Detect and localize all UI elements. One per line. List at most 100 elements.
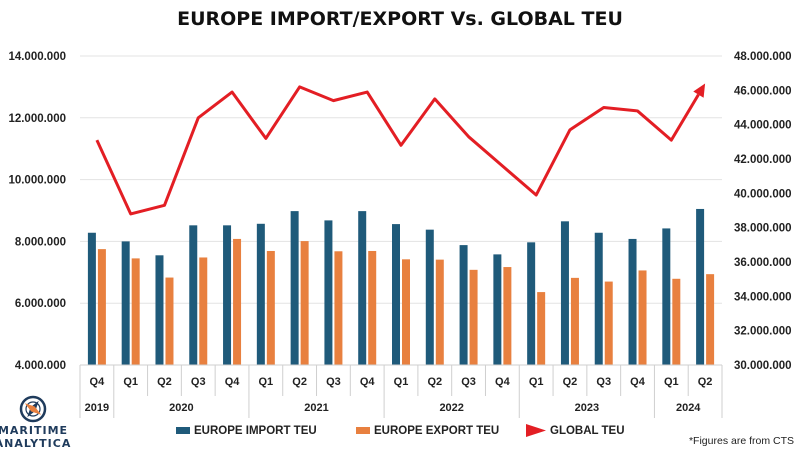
logo-line1: MARITIME [0, 424, 68, 437]
global-teu-line [95, 85, 700, 216]
quarter-label: Q4 [225, 376, 241, 388]
bar-export [368, 250, 377, 365]
bar-import [459, 245, 468, 365]
bar-export [131, 258, 140, 365]
bar-export [165, 277, 174, 365]
bar-import [696, 208, 705, 365]
global-teu-arrowhead [693, 83, 706, 98]
left-tick-label: 10.000.000 [8, 175, 66, 187]
bar-export [638, 270, 647, 365]
bar-export [604, 281, 613, 365]
bar-import [121, 241, 130, 365]
quarter-label: Q2 [698, 376, 713, 388]
legend-label-export: EUROPE EXPORT TEU [374, 425, 499, 437]
bar-export [233, 238, 242, 365]
compass-icon [19, 395, 47, 423]
line-series [95, 83, 706, 216]
bar-export [503, 267, 512, 365]
legend-label-import: EUROPE IMPORT TEU [194, 425, 317, 437]
left-axis: 4.000.000 6.000.000 8.000.000 10.000.000 12.… [8, 51, 66, 372]
quarter-label: Q1 [664, 376, 679, 388]
bar-import [358, 211, 367, 365]
bar-import [628, 238, 637, 365]
right-tick-label: 40.000.000 [734, 188, 792, 200]
bar-import [324, 220, 333, 365]
right-tick-label: 30.000.000 [734, 360, 792, 372]
quarter-label: Q4 [495, 376, 511, 388]
right-tick-label: 32.000.000 [734, 326, 792, 338]
year-label: 2020 [169, 402, 193, 414]
bar-export [537, 292, 546, 365]
quarter-label: Q4 [630, 376, 646, 388]
bar-import [493, 254, 502, 365]
bar-export [672, 278, 681, 365]
right-tick-label: 44.000.000 [734, 120, 792, 132]
left-tick-label: 4.000.000 [15, 360, 66, 372]
right-tick-label: 38.000.000 [734, 223, 792, 235]
legend-label-global: GLOBAL TEU [550, 425, 625, 437]
bar-import [594, 232, 603, 365]
bar-import [662, 228, 671, 365]
bar-export [199, 257, 208, 365]
bar-import [155, 255, 164, 365]
quarter-label: Q3 [191, 376, 206, 388]
legend-swatch-import [176, 427, 190, 434]
bar-import [189, 225, 198, 365]
bar-export [334, 251, 343, 365]
left-tick-label: 6.000.000 [15, 298, 66, 310]
right-tick-label: 46.000.000 [734, 85, 792, 97]
bar-import [87, 232, 96, 365]
bar-export [570, 277, 579, 365]
legend-swatch-global [526, 424, 546, 437]
maritime-analytica-logo: MARITIME ANALYTICA [0, 395, 71, 449]
quarter-label: Q1 [394, 376, 409, 388]
quarter-label: Q3 [596, 376, 611, 388]
left-tick-label: 12.000.000 [8, 113, 66, 125]
quarter-label: Q1 [123, 376, 138, 388]
left-tick-label: 8.000.000 [15, 236, 66, 248]
bar-import [290, 211, 299, 365]
bar-series [87, 208, 715, 365]
bar-export [469, 269, 478, 365]
quarter-label: Q4 [360, 376, 376, 388]
quarter-label: Q4 [90, 376, 106, 388]
chart-title: EUROPE IMPORT/EXPORT Vs. GLOBAL TEU [177, 8, 623, 30]
year-label: 2024 [676, 402, 701, 414]
right-axis: 30.000.000 32.000.000 34.000.000 36.000.000… [734, 51, 792, 372]
bar-export [300, 241, 309, 365]
right-tick-label: 48.000.000 [734, 51, 792, 63]
bar-import [392, 224, 400, 365]
bar-import [527, 242, 536, 365]
source-note: *Figures are from CTS [689, 435, 794, 447]
quarter-label: Q1 [258, 376, 273, 388]
bar-import [223, 225, 232, 365]
quarter-label: Q3 [326, 376, 341, 388]
bar-export [266, 250, 275, 365]
bar-import [425, 229, 434, 365]
logo-line2: ANALYTICA [0, 437, 71, 449]
x-axis: Q4 Q1 Q2 Q3 Q4 Q1 Q2 Q3 Q4 Q1 Q2 Q3 Q4 Q1 Q2 Q3 Q4 Q1 Q2 20… [79, 364, 723, 418]
quarter-label: Q1 [529, 376, 544, 388]
legend-swatch-export [356, 427, 370, 434]
quarter-label: Q2 [427, 376, 442, 388]
bar-export [97, 249, 106, 365]
bar-import [560, 221, 569, 365]
year-label: 2022 [439, 402, 463, 414]
right-tick-label: 36.000.000 [734, 257, 792, 269]
quarter-label: Q2 [563, 376, 578, 388]
quarter-label: Q2 [157, 376, 172, 388]
year-label: 2019 [85, 402, 109, 414]
year-label: 2023 [575, 402, 599, 414]
quarter-label: Q2 [292, 376, 307, 388]
bar-export [706, 274, 715, 365]
grid [80, 55, 722, 366]
year-label: 2021 [304, 402, 328, 414]
quarter-label: Q3 [461, 376, 476, 388]
legend: EUROPE IMPORT TEU EUROPE EXPORT TEU GLOB… [176, 424, 625, 437]
bar-import [256, 223, 265, 365]
bar-export [402, 259, 410, 365]
left-tick-label: 14.000.000 [8, 51, 66, 63]
right-tick-label: 42.000.000 [734, 154, 792, 166]
bar-export [435, 259, 444, 365]
